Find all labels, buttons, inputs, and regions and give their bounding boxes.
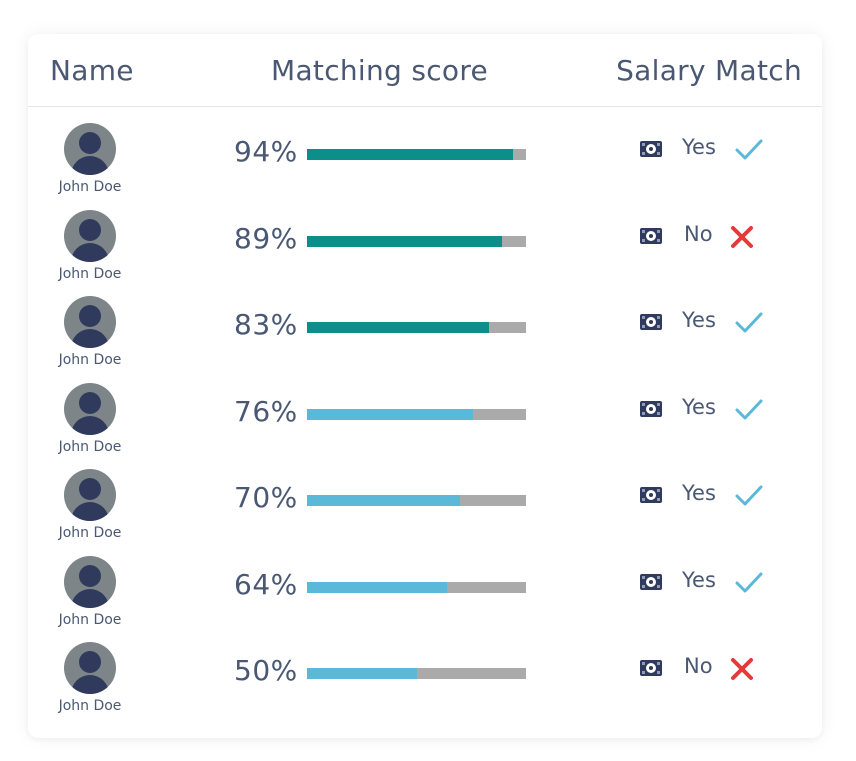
candidate-cell[interactable]: John Doe (50, 555, 130, 642)
table-row[interactable]: John Doe 76% Yes (28, 382, 822, 469)
matching-score-bar-fill (307, 581, 448, 593)
matching-score-bar (307, 322, 526, 333)
user-avatar-icon[interactable] (64, 555, 116, 608)
salary-match-cell: Yes (640, 133, 780, 167)
money-icon (640, 487, 662, 503)
candidate-name: John Doe (58, 179, 122, 195)
matching-score-value: 76% (234, 394, 298, 428)
user-avatar-icon[interactable] (64, 123, 116, 175)
matching-score-value: 64% (234, 567, 298, 601)
table-row[interactable]: John Doe 89% No (28, 209, 822, 296)
money-icon (640, 227, 662, 244)
user-avatar-icon[interactable] (64, 642, 116, 694)
cross-icon (731, 658, 753, 680)
salary-match-cell: No (640, 652, 780, 686)
candidate-cell[interactable]: John Doe (50, 382, 130, 469)
matching-score-bar (307, 235, 526, 247)
matching-score-bar-fill (307, 149, 513, 160)
table-header: Name Matching score Salary Match (28, 34, 822, 107)
candidate-name: John Doe (58, 352, 122, 368)
matching-score-bar-fill (307, 408, 474, 420)
candidates-table-card: Name Matching score Salary Match John Do… (28, 34, 822, 738)
table-row[interactable]: John Doe 50% No (28, 642, 822, 728)
matching-score-bar-fill (307, 235, 502, 247)
user-avatar-icon[interactable] (64, 469, 116, 521)
matching-score-value: 50% (234, 654, 298, 687)
table-row[interactable]: John Doe 94% Yes (28, 123, 822, 209)
candidate-cell[interactable]: John Doe (50, 296, 130, 382)
salary-match-cell: Yes (640, 479, 780, 513)
table-row[interactable]: John Doe 83% Yes (28, 296, 822, 382)
candidate-cell[interactable]: John Doe (50, 642, 130, 728)
matching-score-bar (307, 408, 526, 420)
check-icon (735, 485, 763, 506)
salary-match-cell: Yes (640, 306, 780, 340)
salary-match-label: Yes (682, 394, 716, 419)
candidate-name: John Doe (58, 438, 122, 455)
candidate-name: John Doe (58, 611, 122, 628)
matching-score-bar-fill (307, 495, 461, 506)
table-row[interactable]: John Doe 70% Yes (28, 469, 822, 555)
money-icon (640, 660, 662, 676)
salary-match-label: Yes (682, 135, 716, 159)
user-avatar-icon[interactable] (64, 296, 116, 348)
table-row[interactable]: John Doe 64% Yes (28, 555, 822, 642)
matching-score-value: 94% (234, 135, 298, 168)
money-icon (640, 573, 662, 590)
salary-match-cell: Yes (640, 393, 780, 427)
matching-score-bar (307, 668, 526, 679)
matching-score-value: 89% (234, 221, 298, 255)
header-matching-score[interactable]: Matching score (271, 54, 489, 87)
matching-score-value: 70% (234, 481, 298, 514)
user-avatar-icon[interactable] (64, 209, 116, 262)
salary-match-label: Yes (682, 308, 716, 332)
check-icon (735, 139, 763, 160)
check-icon (735, 399, 763, 419)
salary-match-label: No (684, 654, 713, 678)
money-icon (640, 141, 662, 157)
salary-match-cell: No (640, 220, 780, 254)
matching-score-bar-fill (307, 668, 417, 679)
matching-score-value: 83% (234, 308, 298, 341)
salary-match-label: Yes (682, 567, 716, 592)
candidate-name: John Doe (58, 698, 122, 714)
salary-match-cell: Yes (640, 566, 780, 600)
salary-match-label: No (684, 221, 713, 246)
candidate-cell[interactable]: John Doe (50, 123, 130, 209)
candidate-name: John Doe (58, 525, 122, 541)
matching-score-bar-fill (307, 322, 489, 333)
salary-match-label: Yes (682, 481, 716, 505)
money-icon (640, 314, 662, 330)
check-icon (735, 572, 763, 592)
cross-icon (731, 225, 753, 248)
matching-score-bar (307, 495, 526, 506)
header-name[interactable]: Name (50, 54, 134, 87)
user-avatar-icon[interactable] (64, 382, 116, 435)
candidate-name: John Doe (58, 265, 122, 282)
candidate-cell[interactable]: John Doe (50, 209, 130, 296)
matching-score-bar (307, 581, 526, 593)
check-icon (735, 312, 763, 333)
header-salary-match[interactable]: Salary Match (616, 54, 802, 87)
candidate-cell[interactable]: John Doe (50, 469, 130, 555)
matching-score-bar (307, 149, 526, 160)
money-icon (640, 400, 662, 417)
